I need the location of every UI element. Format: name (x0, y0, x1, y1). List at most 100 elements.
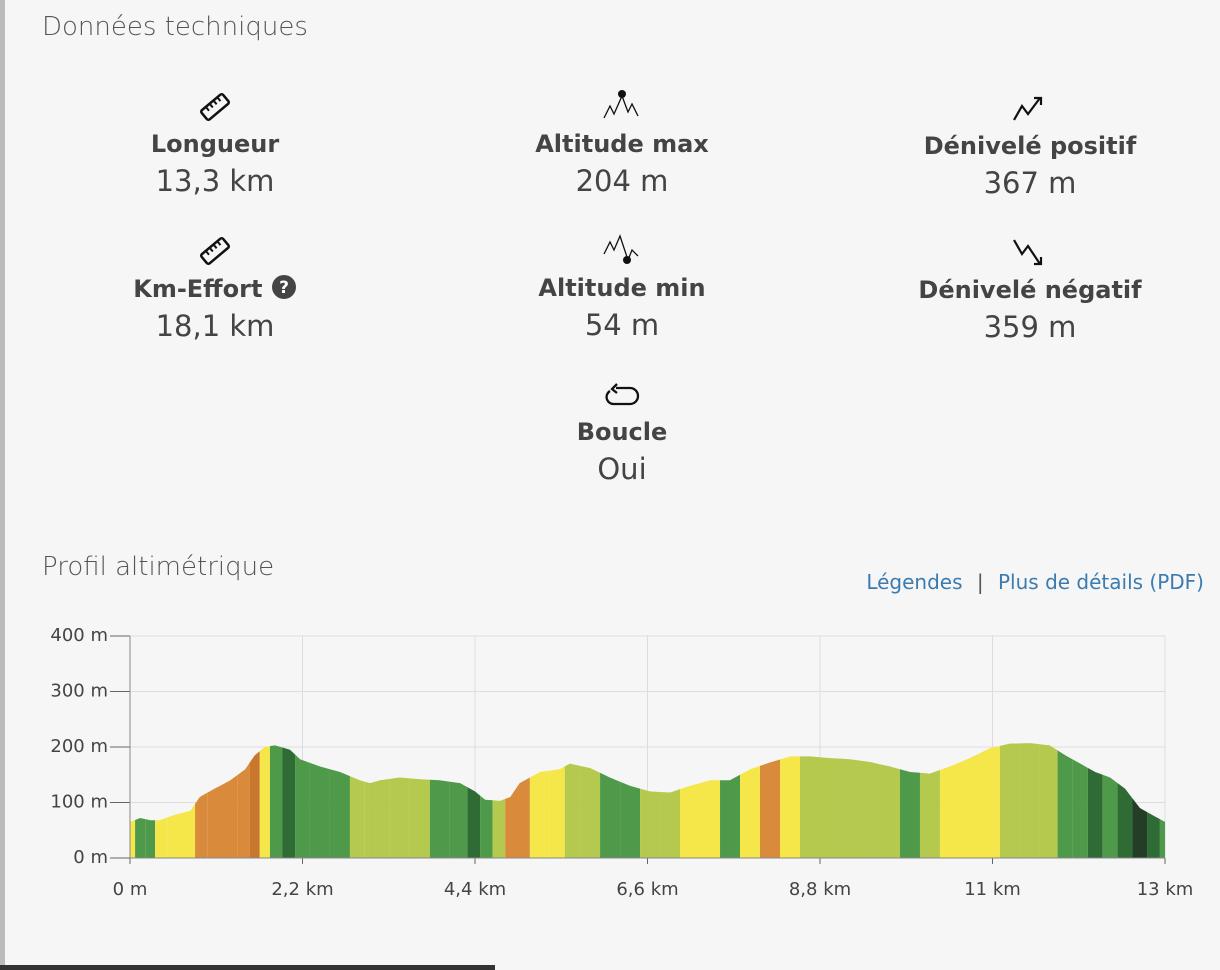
elevation-segment (600, 772, 621, 858)
low-icon (603, 234, 639, 264)
pdf-link[interactable]: Plus de détails (PDF) (998, 570, 1204, 594)
elevation-segment (979, 745, 1000, 858)
elevation-segment (939, 762, 960, 858)
elevation-segment (919, 770, 940, 858)
elevation-segment (1072, 759, 1088, 858)
elevation-segment (899, 769, 920, 858)
svg-text:?: ? (279, 278, 289, 298)
elevation-segment (207, 784, 223, 858)
elevation-segment (467, 787, 481, 858)
elevation-segment (1087, 767, 1103, 858)
stat: Altitude max 204 m (442, 88, 802, 198)
elevation-segment (780, 756, 801, 858)
elevation-segment (480, 795, 493, 858)
elevation-segment (1159, 819, 1165, 858)
elevation-segment (580, 765, 601, 858)
stat-value: Oui (597, 452, 647, 486)
elevation-segment (529, 770, 550, 858)
elevation-segment (145, 819, 156, 858)
ruler-icon (199, 236, 231, 266)
elevation-segment (680, 783, 701, 858)
elevation-segment (249, 751, 260, 858)
stat: Longueur 13,3 km (35, 92, 395, 198)
elevation-segment (859, 760, 880, 858)
loop-icon (605, 383, 640, 406)
stat-value: 204 m (575, 164, 669, 198)
stat-label: Altitude max (535, 130, 709, 158)
ruler-icon (199, 92, 231, 122)
stat: Km-Effort ? 18,1 km (35, 236, 395, 343)
elevation-segment (820, 757, 840, 858)
bottom-edge (0, 965, 495, 970)
x-tick-label: 11 km (964, 879, 1021, 900)
elevation-segment (259, 746, 270, 858)
elevation-segment (505, 790, 515, 858)
elevation-segment (409, 778, 430, 858)
elevation-segment (640, 788, 661, 858)
elevation-segment (429, 779, 450, 858)
stat-label: Altitude min (538, 274, 706, 302)
elevation-segment (364, 781, 376, 858)
stat-label-text: Km-Effort (133, 275, 263, 303)
y-tick-label: 200 m (50, 736, 108, 757)
elevation-segment (269, 745, 283, 858)
x-tick-label: 4,4 km (444, 879, 506, 900)
y-tick-label: 0 m (73, 847, 108, 868)
legend-link[interactable]: Légendes (866, 570, 963, 594)
y-tick-label: 100 m (50, 792, 108, 813)
stat: Altitude min 54 m (442, 232, 802, 342)
stat-value: 18,1 km (155, 309, 275, 343)
elevation-segment (514, 777, 530, 858)
x-tick-label: 2,2 km (271, 879, 333, 900)
stat-label: Longueur (150, 130, 280, 158)
elevation-segment (167, 812, 183, 858)
stat-label: Km-Effort ? (35, 274, 395, 303)
elevation-segment (839, 758, 860, 858)
elevation-segment (999, 743, 1020, 858)
peak-icon (603, 90, 639, 119)
elevation-segment (375, 778, 390, 858)
ascent-icon (1013, 96, 1043, 121)
elevation-segment (492, 798, 506, 858)
elevation-segment (1132, 798, 1148, 858)
left-border (0, 0, 5, 970)
y-tick-label: 300 m (50, 681, 108, 702)
elevation-segment (130, 819, 136, 858)
elevation-segment (309, 762, 330, 858)
elevation-segment (959, 753, 980, 858)
elevation-segment (1057, 750, 1073, 858)
elevation-segment (1102, 774, 1118, 858)
descent-icon (1013, 239, 1043, 266)
elevation-segment (800, 756, 820, 858)
stat-label: Dénivelé positif (923, 132, 1137, 160)
x-tick-label: 8,8 km (789, 879, 851, 900)
elevation-segment (295, 754, 310, 858)
elevation-segment (282, 747, 296, 858)
stat: Dénivelé négatif 359 m (850, 236, 1210, 344)
elevation-segment (1019, 743, 1040, 858)
elevation-segment (660, 789, 681, 858)
stat-value: 367 m (983, 166, 1077, 200)
x-tick-label: 0 m (113, 879, 148, 900)
elevation-chart: 0 m 100 m 200 m 300 m 400 m 0 m 2,2 km 4,4 km 6,… (50, 625, 1194, 900)
elevation-segment (237, 762, 250, 858)
help-icon[interactable]: ? (271, 274, 297, 300)
section-title: Profil altimétrique (42, 552, 275, 582)
stat-value: 54 m (584, 308, 660, 342)
x-tick-label: 13 km (1137, 879, 1194, 900)
y-tick-label: 400 m (50, 625, 108, 646)
stat: Dénivelé positif 367 m (850, 92, 1210, 200)
stat-value: 13,3 km (155, 164, 275, 198)
elevation-segment (182, 803, 196, 858)
x-tick-label: 6,6 km (616, 879, 678, 900)
elevation-segment (389, 777, 410, 858)
links: Légendes | Plus de détails (PDF) (866, 570, 1204, 594)
elevation-segment (1117, 783, 1133, 858)
elevation-segment (449, 781, 468, 858)
stat-label: Dénivelé négatif (918, 276, 1142, 304)
elevation-segment (879, 764, 900, 858)
elevation-segment (349, 776, 365, 858)
elevation-segment (135, 818, 146, 858)
elevation-segment (564, 763, 581, 858)
